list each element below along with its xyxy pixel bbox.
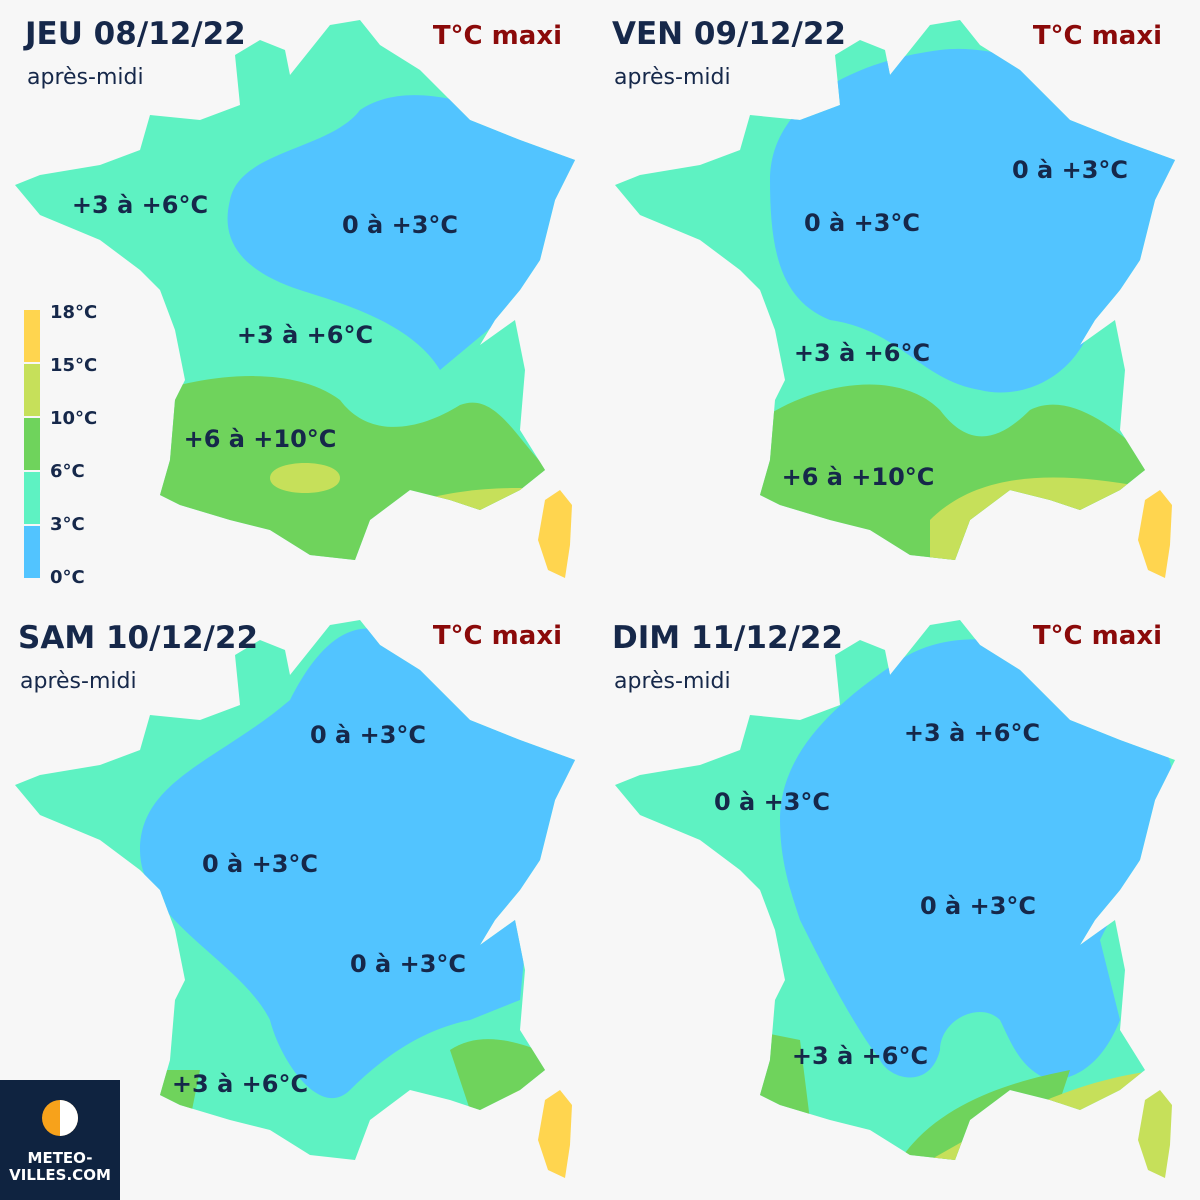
legend-label: 3°C (50, 514, 85, 535)
temperature-zone (270, 463, 340, 493)
temperature-zone (140, 628, 575, 1098)
zone-label: 0 à +3°C (202, 850, 318, 878)
logo-text: METEO- (28, 1149, 93, 1167)
panel-tag: T°C maxi (1033, 621, 1162, 651)
legend-swatch (24, 526, 40, 578)
panel-title: SAM 10/12/22 (18, 620, 258, 656)
temperature-zone (770, 48, 1175, 393)
zone-label: +3 à +6°C (904, 719, 1040, 747)
corsica (1138, 1090, 1172, 1178)
corsica (538, 1090, 572, 1178)
legend-label: 6°C (50, 461, 85, 482)
logo-half (60, 1100, 78, 1136)
corsica (538, 490, 572, 578)
panel-subtitle: après-midi (27, 65, 144, 90)
zone-label: +3 à +6°C (237, 321, 373, 349)
temperature-zone (780, 639, 1173, 1080)
panel-tag: T°C maxi (433, 21, 562, 51)
logo-text: VILLES.COM (9, 1166, 111, 1184)
zone-label: +3 à +6°C (794, 339, 930, 367)
legend-swatch (24, 472, 40, 524)
panel-title: DIM 11/12/22 (612, 620, 843, 656)
legend-label: 18°C (50, 302, 97, 323)
panel-title: VEN 09/12/22 (612, 16, 846, 52)
panel-tag: T°C maxi (1033, 21, 1162, 51)
legend-swatch (24, 364, 40, 416)
temperature-zone (227, 95, 575, 370)
zone-label: +3 à +6°C (172, 1070, 308, 1098)
panel-title: JEU 08/12/22 (23, 16, 246, 52)
legend-swatch (24, 310, 40, 362)
zone-label: 0 à +3°C (1012, 156, 1128, 184)
legend-label: 15°C (50, 355, 97, 376)
zone-label: 0 à +3°C (714, 788, 830, 816)
zone-label: 0 à +3°C (920, 892, 1036, 920)
panel-subtitle: après-midi (614, 669, 731, 694)
zone-label: 0 à +3°C (310, 721, 426, 749)
zone-label: 0 à +3°C (804, 209, 920, 237)
zone-label: 0 à +3°C (350, 950, 466, 978)
panel-tag: T°C maxi (433, 621, 562, 651)
zone-label: +3 à +6°C (792, 1042, 928, 1070)
corsica (1138, 490, 1172, 578)
legend-label: 0°C (50, 567, 85, 588)
zone-label: 0 à +3°C (342, 211, 458, 239)
zone-label: +6 à +10°C (184, 425, 337, 453)
zone-label: +3 à +6°C (72, 191, 208, 219)
legend-label: 10°C (50, 408, 97, 429)
panel-subtitle: après-midi (614, 65, 731, 90)
panel-subtitle: après-midi (20, 669, 137, 694)
legend-swatch (24, 418, 40, 470)
zone-label: +6 à +10°C (782, 463, 935, 491)
